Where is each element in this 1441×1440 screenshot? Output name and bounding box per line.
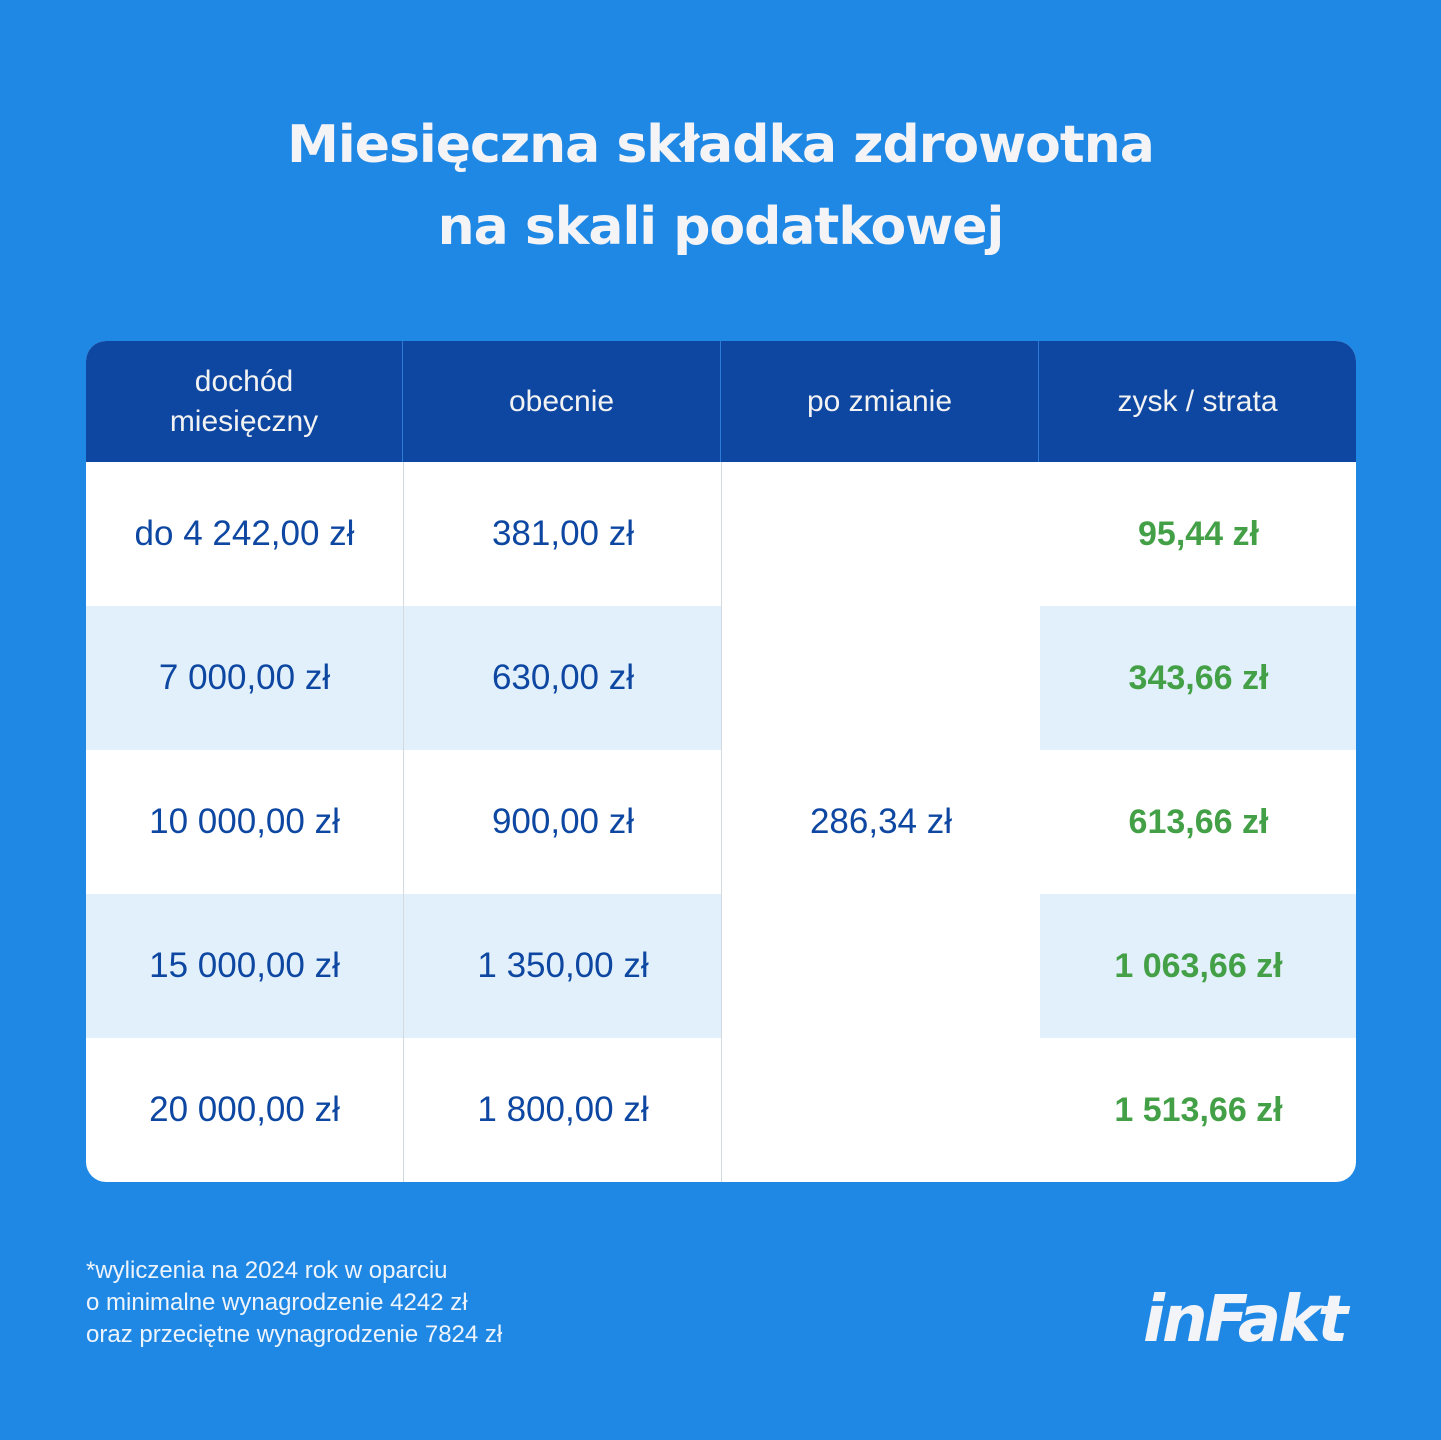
income-cell: 7 000,00 zł [158,658,331,697]
current-cell: 630,00 zł [403,606,722,750]
header-gain-loss: zysk / strata [1117,384,1278,418]
header-current: obecnie [403,341,721,462]
current-cell: 1 350,00 zł [403,894,722,1038]
income-cell: 10 000,00 zł [149,802,340,841]
gain-cell: 95,44 zł [1039,462,1356,606]
title-line-1: Miesięczna składka zdrowotna [287,115,1155,175]
footnote-line-1: *wyliczenia na 2024 rok w oparciu [86,1257,448,1284]
after-change-merged-cell: 286,34 zł [721,462,1040,1182]
income-cell: 15 000,00 zł [149,946,340,985]
current-cell: 900,00 zł [403,750,722,894]
current-cell: 381,00 zł [403,462,722,606]
header-after-change: po zmianie [721,341,1039,462]
gain-cell: 1 513,66 zł [1039,1038,1356,1182]
infakt-logo: inFakt [1143,1283,1348,1357]
header-income: dochód miesięczny [86,341,403,462]
table-body: do 4 242,00 zł 381,00 zł 95,44 zł 7 000,… [86,462,1356,1182]
gain-cell: 343,66 zł [1039,606,1356,750]
income-cell: 20 000,00 zł [149,1090,340,1129]
income-cell: do 4 242,00 zł [134,514,355,553]
current-cell: 1 800,00 zł [403,1038,722,1182]
table-row: do 4 242,00 zł 381,00 zł 95,44 zł [86,462,1356,606]
page-title: Miesięczna składka zdrowotna na skali po… [0,104,1441,268]
gain-cell: 1 063,66 zł [1039,894,1356,1038]
footnote-line-2: o minimalne wynagrodzenie 4242 zł [86,1289,468,1316]
gain-cell: 613,66 zł [1039,750,1356,894]
footnote-line-3: oraz przeciętne wynagrodzenie 7824 zł [86,1321,503,1348]
health-contribution-table: dochód miesięczny obecnie po zmianie zys… [86,341,1356,1182]
table-header: dochód miesięczny obecnie po zmianie zys… [86,341,1356,462]
title-line-2: na skali podatkowej [437,197,1005,257]
footnote: *wyliczenia na 2024 rok w oparciu o mini… [86,1255,502,1351]
table-row: 20 000,00 zł 1 800,00 zł 1 513,66 zł [86,1038,1356,1182]
